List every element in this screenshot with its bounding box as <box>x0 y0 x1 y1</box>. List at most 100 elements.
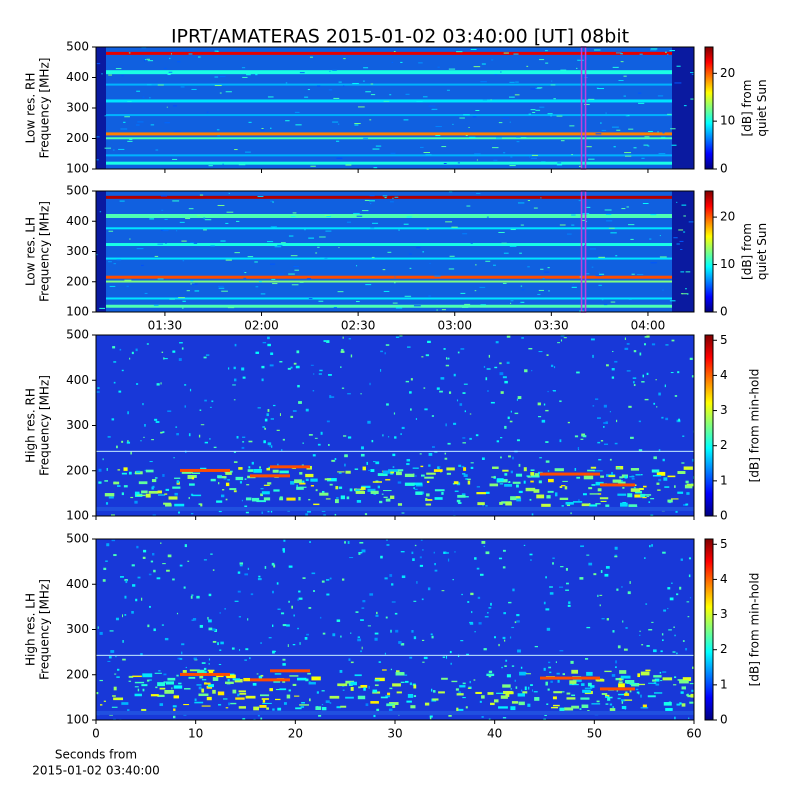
speckle <box>503 252 509 254</box>
speckle <box>414 544 417 547</box>
speckle <box>687 293 689 295</box>
speckle <box>410 705 416 709</box>
speckle <box>636 274 644 276</box>
colorbar-tick-label: 5 <box>720 537 728 551</box>
speckle <box>188 676 196 679</box>
speckle <box>452 578 454 581</box>
speckle <box>480 81 487 83</box>
speckle <box>118 148 125 150</box>
speckle <box>176 480 180 484</box>
speckle <box>140 597 143 601</box>
speckle <box>207 684 214 688</box>
speckle <box>434 451 438 453</box>
speckle <box>662 639 664 642</box>
speckle <box>286 497 296 501</box>
speckle <box>624 337 627 340</box>
speckle <box>184 544 187 548</box>
speckle <box>243 277 247 279</box>
speckle <box>502 282 507 284</box>
speckle <box>552 562 554 565</box>
speckle <box>500 456 502 459</box>
speckle <box>305 513 309 516</box>
speckle <box>290 481 295 485</box>
speckle <box>315 706 322 710</box>
speckle <box>468 126 470 128</box>
speckle <box>231 647 235 650</box>
speckle <box>643 485 647 488</box>
speckle <box>146 84 152 86</box>
speckle <box>260 694 270 697</box>
speckle <box>280 612 285 615</box>
speckle <box>141 47 147 49</box>
speckle <box>502 469 509 472</box>
speckle <box>467 601 470 603</box>
speckle <box>227 307 235 309</box>
speckle <box>347 541 350 544</box>
speckle <box>661 136 666 138</box>
speckle <box>586 554 590 556</box>
speckle <box>194 698 197 702</box>
speckle <box>261 511 263 514</box>
speckle <box>141 490 148 494</box>
speckle <box>547 490 554 493</box>
speckle <box>441 309 446 311</box>
speckle <box>292 410 297 412</box>
speckle <box>502 717 507 719</box>
speckle <box>385 616 388 619</box>
speckle <box>680 249 683 251</box>
speckle <box>219 92 222 94</box>
speckle <box>281 449 283 452</box>
speckle <box>531 513 534 516</box>
speckle <box>421 356 424 358</box>
speckle <box>260 674 264 677</box>
speckle <box>554 492 558 497</box>
speckle <box>533 691 538 693</box>
speckle <box>673 626 675 628</box>
speckle <box>653 675 662 678</box>
speckle <box>268 466 271 469</box>
speckle <box>140 264 144 266</box>
speckle <box>234 600 239 602</box>
speckle <box>556 672 560 675</box>
speckle <box>658 153 666 155</box>
speckle <box>677 491 684 494</box>
speckle <box>691 689 694 692</box>
speckle <box>488 670 493 674</box>
speckle <box>491 476 496 478</box>
y-tick-label: 100 <box>66 509 89 523</box>
speckle <box>123 485 128 488</box>
speckle <box>660 650 663 653</box>
speckle <box>645 669 651 672</box>
speckle <box>485 260 491 262</box>
speckle <box>319 492 329 496</box>
speckle <box>449 255 455 257</box>
speckle <box>196 684 202 686</box>
speckle <box>412 683 416 686</box>
speckle <box>671 144 677 146</box>
speckle <box>328 89 333 91</box>
speckle <box>289 675 299 677</box>
speckle <box>659 671 662 674</box>
speckle <box>633 147 637 149</box>
speckle <box>530 472 535 476</box>
speckle <box>679 680 689 684</box>
speckle <box>538 350 543 353</box>
speckle <box>444 457 448 460</box>
speckle <box>177 657 181 660</box>
speckle <box>561 505 564 507</box>
speckle <box>400 643 405 646</box>
speckle <box>234 679 243 683</box>
speckle <box>481 540 486 544</box>
speckle <box>603 426 605 428</box>
speckle <box>652 679 657 682</box>
speckle <box>264 427 267 430</box>
speckle <box>219 612 221 614</box>
speckle <box>261 378 264 382</box>
speckle <box>357 638 362 642</box>
speckle <box>131 610 134 614</box>
speckle <box>527 686 530 690</box>
spectrogram <box>96 335 694 516</box>
speckle <box>266 413 269 417</box>
speckle <box>593 470 603 472</box>
speckle <box>514 621 517 624</box>
